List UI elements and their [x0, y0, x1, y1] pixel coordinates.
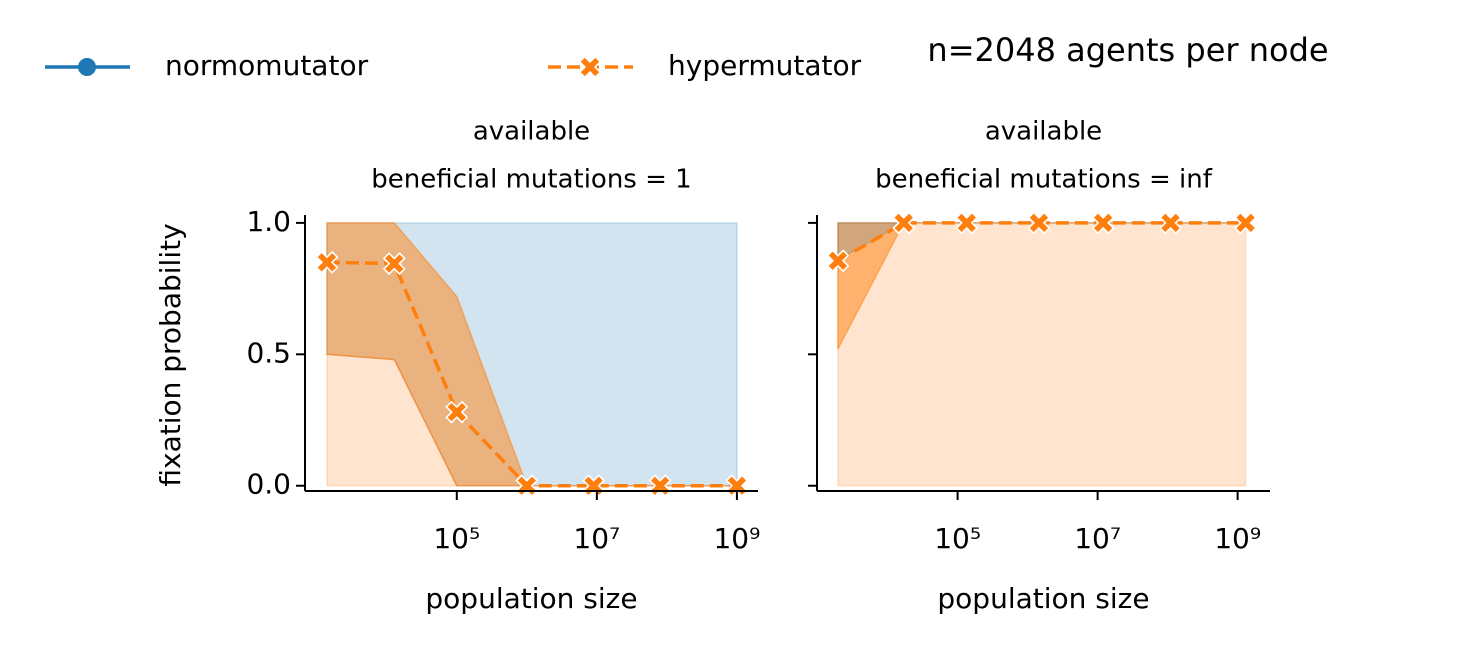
panel-title: available: [985, 117, 1102, 147]
panel-title: beneficial mutations = inf: [875, 165, 1213, 195]
marker: [1091, 211, 1115, 235]
x-axis-label: population size: [425, 582, 637, 615]
y-tick-label: 0.0: [246, 468, 291, 501]
x-tick-label: 10⁷: [1074, 522, 1121, 555]
y-axis-label: fixation probability: [154, 223, 187, 486]
suptitle: n=2048 agents per node: [927, 31, 1328, 69]
marker: [445, 400, 469, 424]
legend-label: hypermutator: [668, 49, 862, 82]
legend-label: normomutator: [165, 49, 369, 82]
marker: [955, 211, 979, 235]
x-tick-label: 10⁵: [934, 522, 981, 555]
x-tick-label: 10⁹: [713, 522, 760, 555]
y-tick-label: 1.0: [246, 205, 291, 238]
panel-title: available: [473, 117, 590, 147]
marker: [826, 249, 850, 273]
confidence-band: [837, 222, 1247, 487]
legend-marker: [78, 58, 96, 76]
y-tick-label: 0.5: [246, 336, 291, 369]
marker: [892, 211, 916, 235]
x-tick-label: 10⁵: [433, 522, 480, 555]
x-tick-label: 10⁹: [1214, 522, 1261, 555]
marker: [1159, 211, 1182, 235]
marker: [315, 250, 339, 274]
x-tick-label: 10⁷: [573, 522, 620, 555]
marker: [382, 252, 406, 276]
marker: [1234, 211, 1258, 235]
x-axis-label: population size: [937, 582, 1149, 615]
panel-title: beneficial mutations = 1: [371, 165, 691, 195]
marker: [1027, 211, 1051, 235]
legend-marker: [578, 55, 602, 79]
